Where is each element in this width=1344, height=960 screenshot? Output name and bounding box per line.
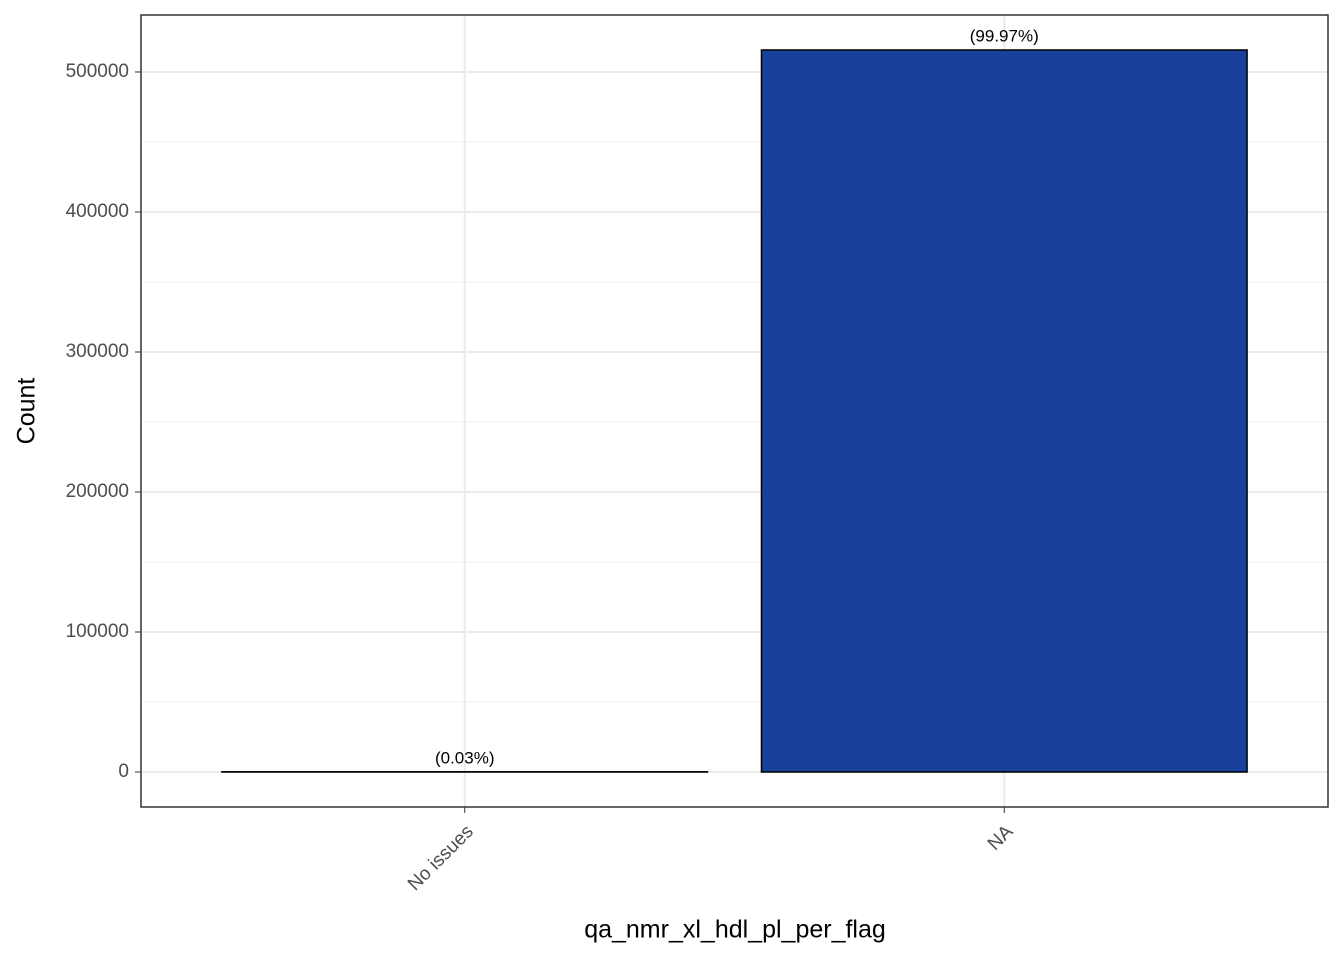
x-axis-title: qa_nmr_xl_hdl_pl_per_flag	[584, 916, 886, 944]
y-tick-label: 300000	[66, 341, 129, 362]
bar-label: (0.03%)	[435, 748, 495, 767]
bar	[760, 49, 1248, 773]
bar-label: (99.97%)	[970, 26, 1039, 45]
y-tick-label: 0	[118, 761, 129, 782]
y-tick-label: 400000	[66, 201, 129, 222]
panel-border	[140, 14, 1329, 808]
y-tick-label: 500000	[66, 61, 129, 82]
y-tick-label: 100000	[66, 621, 129, 642]
y-axis-title: Count	[13, 378, 41, 445]
y-tick-label: 200000	[66, 481, 129, 502]
